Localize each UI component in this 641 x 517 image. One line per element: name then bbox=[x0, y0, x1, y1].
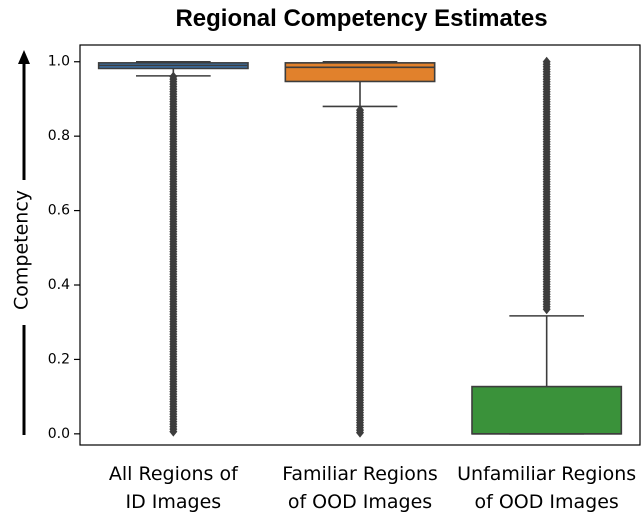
outlier-marker bbox=[169, 426, 178, 437]
plot-frame bbox=[79, 44, 641, 446]
y-tick-label: 0.8 bbox=[48, 128, 70, 144]
y-tick-label: 0.6 bbox=[48, 203, 70, 219]
y-ticks-group: 0.0 0.2 0.4 0.6 0.8 1.0 bbox=[48, 54, 80, 442]
x-tick-label-3: Unfamiliar Regions of OOD Images bbox=[447, 460, 641, 516]
box bbox=[471, 385, 623, 435]
boxes-group bbox=[97, 56, 623, 438]
x-tick-label-line: of OOD Images bbox=[287, 491, 433, 513]
box-group-2 bbox=[284, 60, 436, 438]
box-group-3 bbox=[471, 56, 623, 435]
x-tick-label-line: Unfamiliar Regions bbox=[457, 463, 637, 485]
y-axis-label: Competency bbox=[11, 190, 33, 310]
outlier-marker bbox=[356, 427, 364, 438]
y-tick-label: 1.0 bbox=[48, 54, 70, 70]
y-axis-arrow bbox=[18, 50, 30, 435]
box-group-1 bbox=[97, 60, 249, 437]
y-tick-label: 0.2 bbox=[48, 351, 70, 367]
chart-title: Regional Competency Estimates bbox=[175, 5, 548, 32]
x-tick-label-2: Familiar Regions of OOD Images bbox=[260, 460, 460, 516]
y-tick-label: 0.0 bbox=[48, 426, 70, 442]
x-tick-label-line: All Regions of bbox=[108, 463, 238, 485]
box bbox=[284, 62, 436, 83]
x-tick-label-line: of OOD Images bbox=[474, 491, 619, 513]
x-tick-label-1: All Regions of ID Images bbox=[73, 460, 273, 516]
x-tick-label-line: ID Images bbox=[125, 491, 222, 513]
y-tick-label: 0.4 bbox=[48, 277, 70, 293]
outlier-marker bbox=[542, 304, 551, 315]
x-tick-label-line: Familiar Regions bbox=[282, 463, 438, 485]
